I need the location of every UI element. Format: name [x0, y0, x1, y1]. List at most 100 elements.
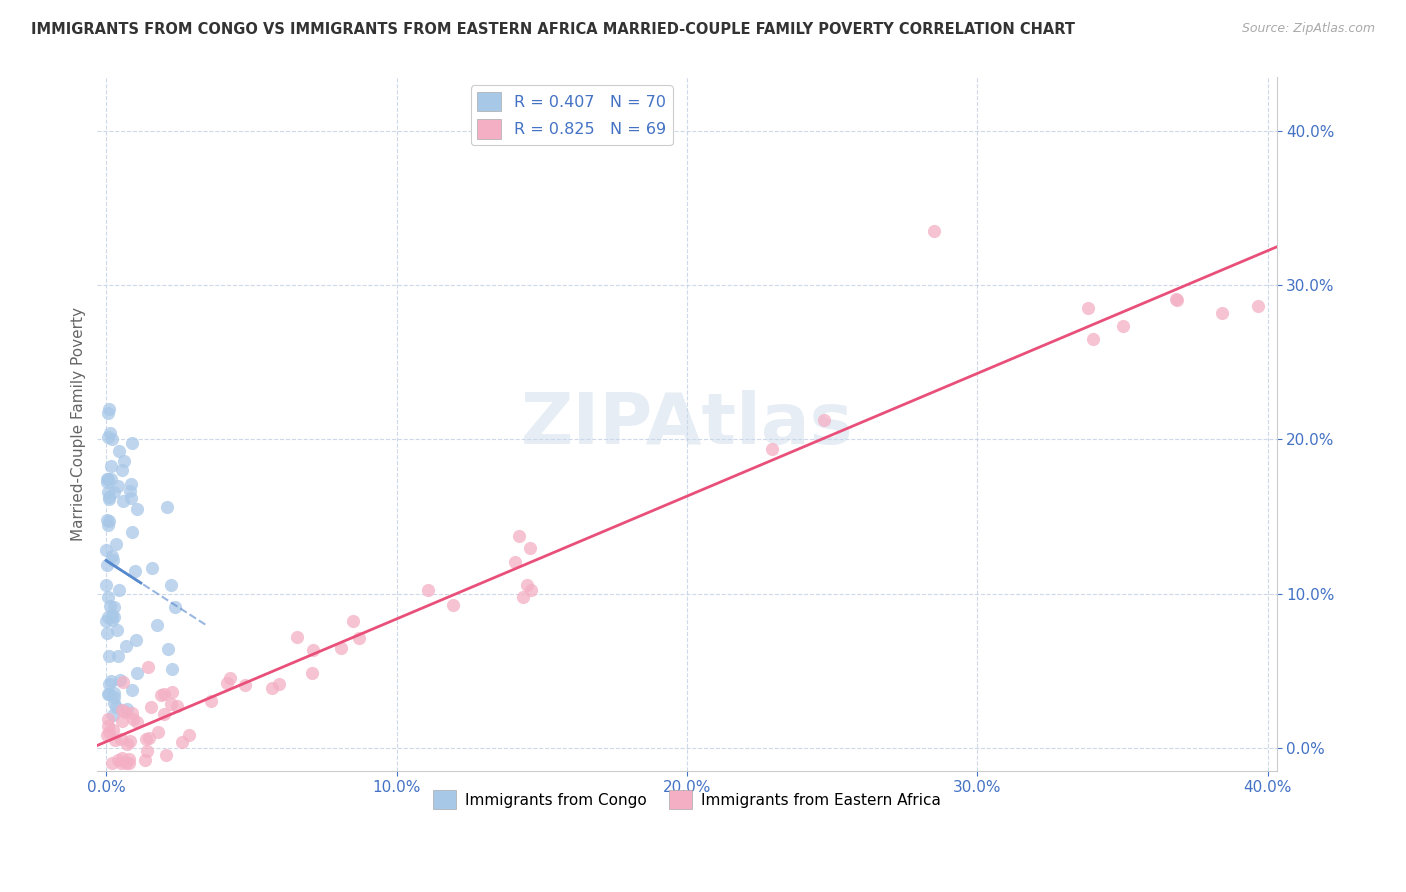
Point [1247, 299, 1270, 313]
Point [121, 712, 143, 726]
Point [98, 401, 121, 416]
Point [114, 756, 136, 770]
Point [179, 728, 201, 742]
Point [121, 524, 143, 539]
Point [170, 735, 193, 749]
Point [285, 630, 308, 644]
Point [100, 458, 122, 473]
Point [115, 737, 138, 751]
Point [813, 413, 835, 427]
Point [96, 475, 118, 490]
Point [110, 673, 132, 687]
Point [121, 706, 143, 720]
Point [138, 731, 160, 746]
Point [163, 599, 186, 614]
Point [519, 541, 541, 555]
Point [139, 700, 162, 714]
Point [96, 728, 118, 742]
Point [97, 517, 120, 532]
Text: Source: ZipAtlas.com: Source: ZipAtlas.com [1241, 22, 1375, 36]
Point [342, 615, 364, 629]
Point [162, 662, 184, 676]
Point [110, 732, 132, 747]
Point [117, 756, 139, 770]
Point [100, 472, 122, 486]
Point [761, 442, 783, 457]
Point [160, 578, 183, 592]
Point [108, 443, 131, 458]
Point [103, 723, 125, 738]
Point [219, 671, 242, 685]
Point [107, 754, 129, 768]
Point [153, 687, 176, 701]
Point [125, 632, 148, 647]
Point [108, 583, 131, 598]
Point [111, 751, 134, 765]
Point [160, 697, 183, 711]
Point [922, 225, 945, 239]
Point [111, 703, 134, 717]
Point [1077, 301, 1099, 315]
Point [125, 666, 148, 681]
Y-axis label: Married-Couple Family Poverty: Married-Couple Family Poverty [72, 307, 86, 541]
Point [136, 660, 159, 674]
Point [103, 485, 125, 500]
Point [302, 642, 325, 657]
Point [1081, 332, 1104, 346]
Point [111, 674, 134, 689]
Point [98, 725, 121, 739]
Point [166, 698, 188, 713]
Point [120, 491, 142, 505]
Point [418, 582, 440, 597]
Point [118, 484, 141, 499]
Point [97, 676, 120, 690]
Point [512, 590, 534, 604]
Point [262, 681, 284, 695]
Point [155, 748, 177, 763]
Point [146, 618, 169, 632]
Point [149, 688, 172, 702]
Point [105, 624, 128, 638]
Point [96, 626, 118, 640]
Point [107, 649, 129, 664]
Point [520, 583, 543, 598]
Point [111, 462, 134, 476]
Point [135, 744, 157, 758]
Point [121, 436, 143, 450]
Point [441, 598, 464, 612]
Point [100, 674, 122, 689]
Point [1111, 318, 1133, 333]
Point [111, 714, 134, 729]
Point [101, 549, 124, 563]
Point [104, 700, 127, 714]
Point [156, 500, 179, 514]
Point [121, 682, 143, 697]
Point [96, 590, 118, 604]
Point [127, 501, 149, 516]
Point [118, 734, 141, 748]
Point [96, 614, 118, 628]
Point [115, 702, 138, 716]
Text: ZIPAtlas: ZIPAtlas [520, 390, 853, 458]
Point [97, 485, 120, 500]
Point [329, 641, 352, 656]
Point [97, 406, 120, 420]
Point [96, 513, 118, 527]
Point [114, 640, 136, 654]
Point [101, 553, 124, 567]
Point [118, 752, 141, 766]
Point [96, 542, 118, 557]
Point [103, 690, 125, 705]
Point [156, 641, 179, 656]
Point [98, 599, 121, 614]
Legend: Immigrants from Congo, Immigrants from Eastern Africa: Immigrants from Congo, Immigrants from E… [426, 784, 948, 815]
Point [104, 732, 127, 747]
Point [98, 648, 121, 663]
Point [217, 676, 239, 690]
Point [503, 555, 526, 569]
Point [97, 712, 120, 726]
Point [98, 514, 121, 528]
Point [146, 724, 169, 739]
Point [508, 529, 530, 543]
Point [105, 537, 128, 551]
